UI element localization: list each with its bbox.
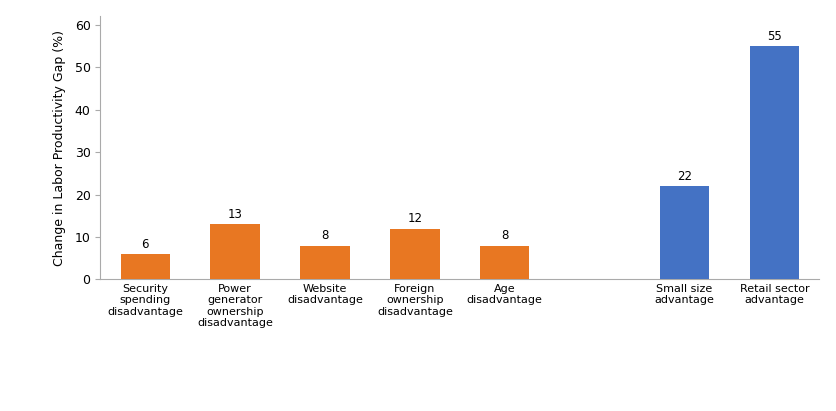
Bar <box>750 46 799 279</box>
Bar <box>660 186 709 279</box>
Bar <box>480 245 529 279</box>
Bar <box>120 254 170 279</box>
Bar <box>211 224 260 279</box>
Text: 12: 12 <box>407 212 422 225</box>
Bar <box>390 229 440 279</box>
Text: 8: 8 <box>501 229 508 242</box>
Y-axis label: Change in Labor Productivity Gap (%): Change in Labor Productivity Gap (%) <box>54 30 66 266</box>
Text: 13: 13 <box>227 208 242 221</box>
Bar <box>300 245 349 279</box>
Text: 6: 6 <box>141 238 149 251</box>
Text: 8: 8 <box>321 229 329 242</box>
Text: 55: 55 <box>767 30 782 43</box>
Text: 22: 22 <box>677 170 692 183</box>
